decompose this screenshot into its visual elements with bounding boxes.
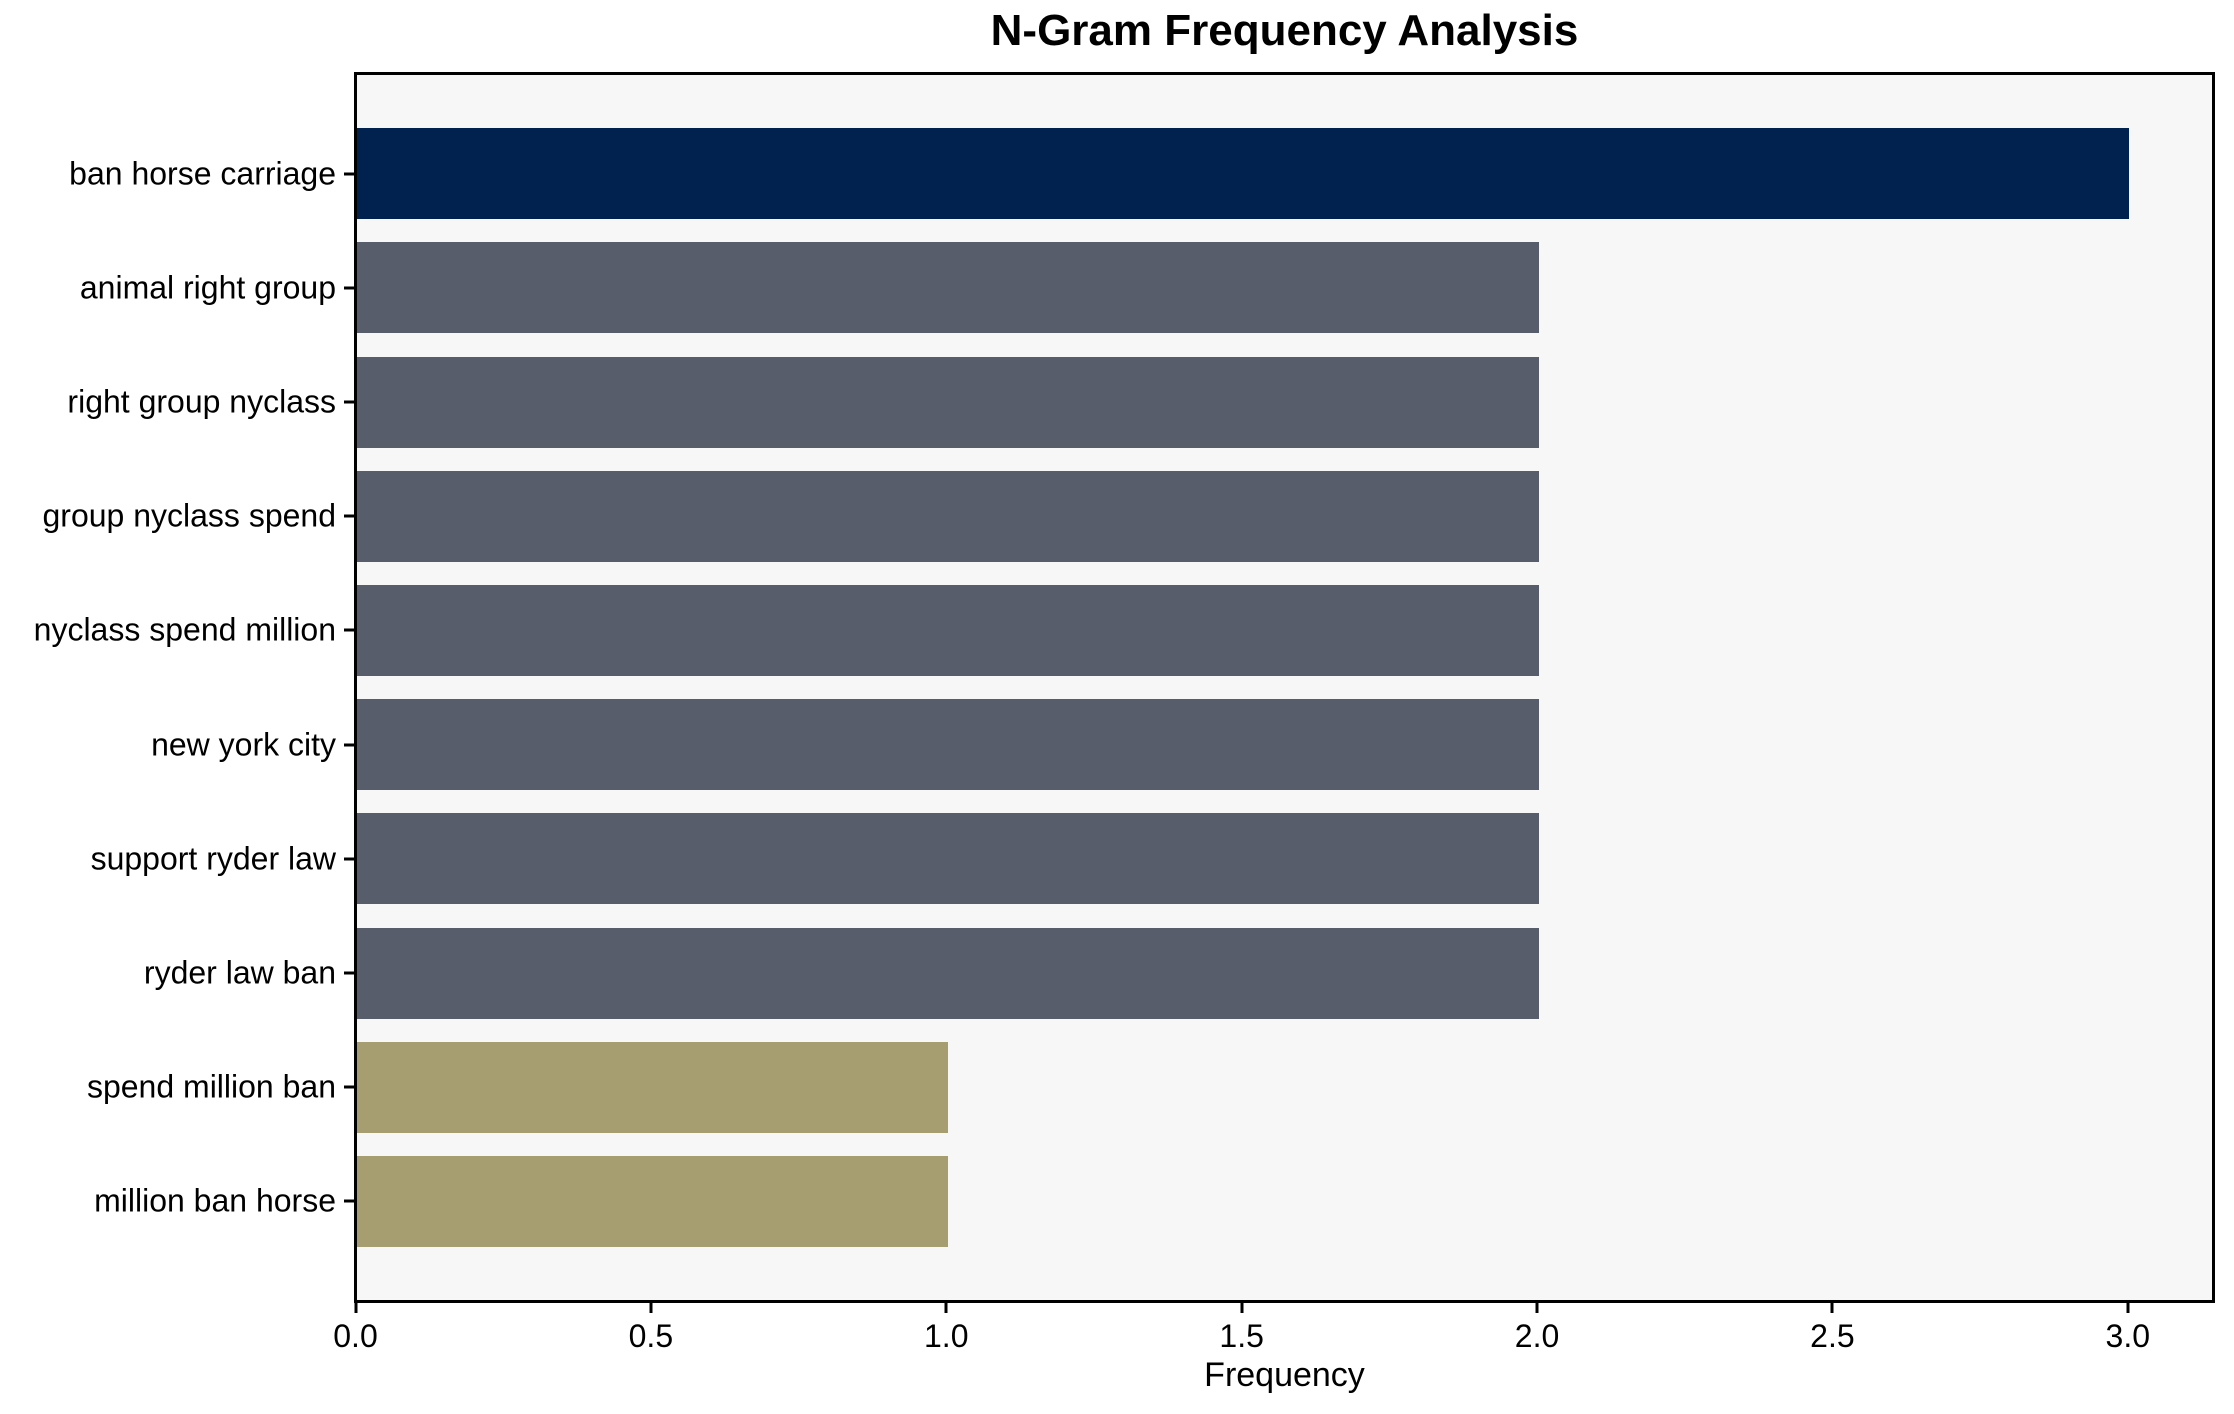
y-tick-label-right-group-nyclass: right group nyclass [67,383,336,420]
bar-right-group-nyclass [357,356,1539,448]
bar-million-ban-horse [357,1155,948,1247]
y-tick-label-ryder-law-ban: ryder law ban [143,954,336,991]
bar-group-nyclass-spend [357,470,1539,562]
y-tick-mark [344,743,354,747]
y-tick-mark [344,286,354,290]
bar-animal-right-group [357,242,1539,334]
x-tick-label-1.5: 1.5 [1219,1318,1264,1354]
y-tick-mark [344,172,354,176]
y-tick-label-group-nyclass-spend: group nyclass spend [42,497,336,534]
x-tick-label-1.0: 1.0 [924,1318,969,1354]
y-tick-mark [344,857,354,861]
y-tick-mark [344,514,354,518]
y-tick-label-nyclass-spend-million: nyclass spend million [33,611,336,648]
x-tick-label-0.0: 0.0 [333,1318,378,1354]
bar-new-york-city [357,699,1539,791]
y-tick-mark [344,1199,354,1203]
y-tick-mark [344,400,354,404]
y-tick-label-animal-right-group: animal right group [79,269,336,306]
x-tick-mark [944,1303,948,1313]
x-axis-label: Frequency [1204,1356,1365,1394]
y-tick-mark [344,971,354,975]
bar-ryder-law-ban [357,927,1539,1019]
plot-area [354,72,2215,1303]
x-tick-mark [354,1303,357,1313]
x-tick-label-0.5: 0.5 [628,1318,674,1354]
y-tick-label-spend-million-ban: spend million ban [86,1068,336,1105]
y-tick-label-new-york-city: new york city [151,726,336,763]
bar-nyclass-spend-million [357,584,1539,676]
x-tick-mark [1535,1303,1539,1313]
bar-spend-million-ban [357,1041,948,1133]
x-tick-label-2.0: 2.0 [1514,1318,1560,1354]
x-tick-mark [1830,1303,1834,1313]
x-tick-mark [1240,1303,1244,1313]
y-tick-label-ban-horse-carriage: ban horse carriage [69,155,336,192]
bar-support-ryder-law [357,813,1539,905]
x-tick-label-3.0: 3.0 [2105,1318,2151,1354]
y-tick-label-support-ryder-law: support ryder law [90,840,336,877]
x-tick-label-2.5: 2.5 [1810,1318,1855,1354]
x-tick-mark [2126,1303,2130,1313]
bar-ban-horse-carriage [357,128,2130,220]
x-tick-mark [649,1303,653,1313]
chart-title: N-Gram Frequency Analysis [990,6,1579,55]
y-tick-label-million-ban-horse: million ban horse [94,1182,336,1219]
y-tick-mark [344,628,354,632]
y-tick-mark [344,1085,354,1089]
